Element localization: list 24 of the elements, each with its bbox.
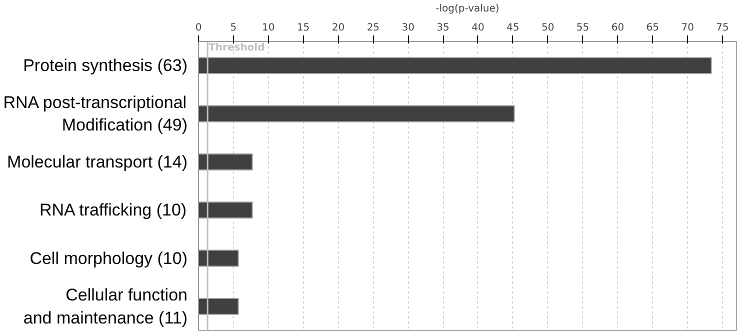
x-tick-label: 30 bbox=[402, 22, 414, 34]
y-tick-label: Cell morphology (10) bbox=[30, 248, 188, 268]
x-tick-label: 10 bbox=[262, 22, 275, 34]
x-tick-label: 65 bbox=[646, 22, 660, 34]
y-tick-label: Protein synthesis (63) bbox=[23, 56, 188, 76]
x-tick-label: 35 bbox=[436, 22, 450, 34]
x-tick-label: 60 bbox=[611, 22, 624, 34]
y-tick-label: RNA trafficking (10) bbox=[39, 200, 187, 220]
x-tick-label: 50 bbox=[541, 22, 554, 34]
y-tick-label: RNA post-transcriptional Modification (49) bbox=[3, 92, 188, 135]
x-tick-label: 45 bbox=[506, 22, 520, 34]
x-tick-label: 20 bbox=[332, 22, 345, 34]
y-tick-label: Molecular transport (14) bbox=[7, 152, 188, 172]
x-tick-label: 40 bbox=[472, 22, 484, 34]
y-tick-label: Cellular function and maintenance (11) bbox=[23, 286, 188, 328]
x-tick-label: 5 bbox=[230, 22, 237, 34]
x-tick-label: 70 bbox=[681, 22, 694, 34]
ref-line-label: Threshold bbox=[208, 42, 265, 54]
x-tick-label: 25 bbox=[366, 22, 380, 34]
x-tick-label: 0 bbox=[195, 22, 202, 34]
x-tick-label: 15 bbox=[296, 22, 310, 34]
x-tick-label: 75 bbox=[716, 22, 729, 34]
x-tick-label: 55 bbox=[576, 22, 590, 34]
x-axis-title: -log(p-value) bbox=[436, 4, 500, 14]
